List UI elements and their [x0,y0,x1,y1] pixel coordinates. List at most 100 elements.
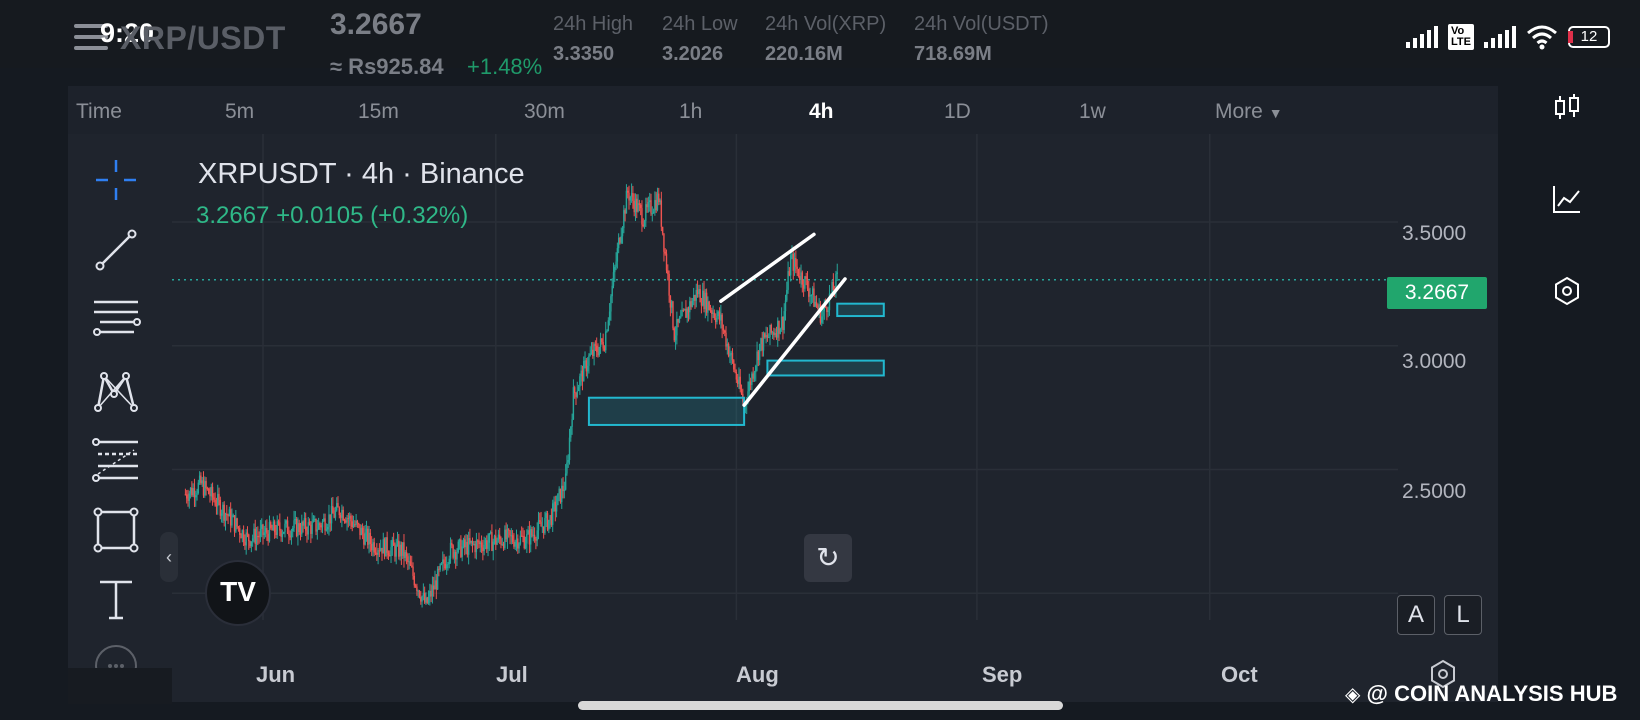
candle-body [597,352,599,356]
candle-body [802,284,805,289]
pair-name[interactable]: XRP/USDT [120,20,286,56]
trend-line-icon[interactable] [90,224,142,276]
candle-body [185,494,188,499]
candle-body [515,538,518,542]
settings-icon[interactable] [1552,276,1582,306]
candle-body [232,515,234,518]
horizontal-lines-icon[interactable] [90,294,142,346]
candle-body [455,551,457,560]
candle-body [330,506,333,524]
candle-body [442,559,444,564]
candle-body [266,528,268,534]
candle-body [426,597,428,603]
candle-body [447,564,449,566]
price-chart[interactable] [68,134,1498,702]
candle-body [227,514,229,517]
tf-1h[interactable]: 1h [679,100,703,123]
log-scale-button[interactable]: L [1444,595,1482,635]
candle-body [220,513,223,516]
candle-body [457,541,459,553]
candle-body [343,520,346,522]
tf-30m[interactable]: 30m [524,100,565,123]
candle-body [775,333,778,338]
candle-body [198,475,201,483]
tf-4h[interactable]: 4h [809,100,834,123]
candle-body [456,552,458,560]
candle-body [527,530,529,535]
stat-value: 220.16M [765,43,843,65]
candle-body [508,529,510,531]
candle-body [680,316,682,318]
menu-icon[interactable] [74,24,108,54]
candle-body [382,539,384,554]
crosshair-icon[interactable] [90,154,142,206]
text-icon[interactable] [90,574,142,626]
settings-icon[interactable] [1428,659,1458,689]
candle-body [810,295,813,297]
candle-body [726,343,729,347]
candle-body [752,373,754,379]
candle-body [297,523,299,536]
candle-body [304,518,307,531]
tf-time[interactable]: Time [76,100,122,123]
candle-body [774,333,776,336]
binance-logo-icon: ◈ [1345,684,1361,706]
candle-body [264,528,267,533]
ticker-header: 9:20 XRP/USDT 3.2667 ≈ Rs925.84 +1.48% 2… [0,0,1640,79]
candle-body [654,200,656,212]
fib-icon[interactable] [90,434,142,486]
watermark: ◈ @ COIN ANALYSIS HUB [1345,681,1617,707]
demand-zone [836,302,885,318]
collapse-toolbar-button[interactable]: ‹ [160,532,178,582]
candle-body [376,552,378,555]
status-time: 9:20 [100,18,155,48]
candle-body [323,518,325,522]
tf-1w[interactable]: 1w [1079,100,1106,123]
candle-body [360,527,362,536]
tf-5m[interactable]: 5m [225,100,255,123]
tf-more[interactable]: More ▼ [1215,100,1283,124]
home-indicator[interactable] [578,701,1063,710]
candle-body [413,575,416,586]
tf-more-label: More [1215,100,1263,123]
candle-body [302,521,304,526]
candle-body [769,324,771,338]
candle-body [639,204,642,209]
candle-body [315,518,317,532]
auto-scale-button[interactable]: A [1397,595,1435,635]
candle-body [350,515,352,522]
stat-24h-vol-quote: 24h Vol(USDT) 718.69M [914,13,1049,66]
candle-body [766,335,769,338]
candle-body [593,344,595,357]
stat-label: 24h Vol(USDT) [914,13,1049,35]
x-tick-label: Sep [982,662,1023,687]
demand-zone [766,359,885,377]
candle-body [590,349,593,354]
candle-body [762,333,765,351]
candle-body [417,590,419,592]
chart-area[interactable] [68,134,1498,702]
candles-icon[interactable] [1552,92,1582,122]
pattern-icon[interactable] [90,364,142,416]
candle-body [351,521,353,527]
candle-body [601,338,603,342]
candle-body [765,335,767,338]
candle-body [325,529,328,531]
candle-body [800,272,802,280]
candle-body [588,355,590,366]
candle-body [809,295,811,297]
reset-chart-button[interactable]: ↻ [804,534,852,582]
rectangle-icon[interactable] [90,504,142,556]
candle-body [707,301,709,313]
candle-body [778,320,780,334]
tf-15m[interactable]: 15m [358,100,399,123]
candle-body [345,520,347,523]
stat-label: 24h Low [662,13,738,35]
candle-body [612,272,615,286]
candle-body [458,539,461,542]
candle-body [374,552,377,554]
tf-1d[interactable]: 1D [944,100,971,123]
tradingview-logo[interactable]: TV [205,560,271,626]
indicators-icon[interactable] [1552,184,1582,214]
candle-body [435,580,438,590]
